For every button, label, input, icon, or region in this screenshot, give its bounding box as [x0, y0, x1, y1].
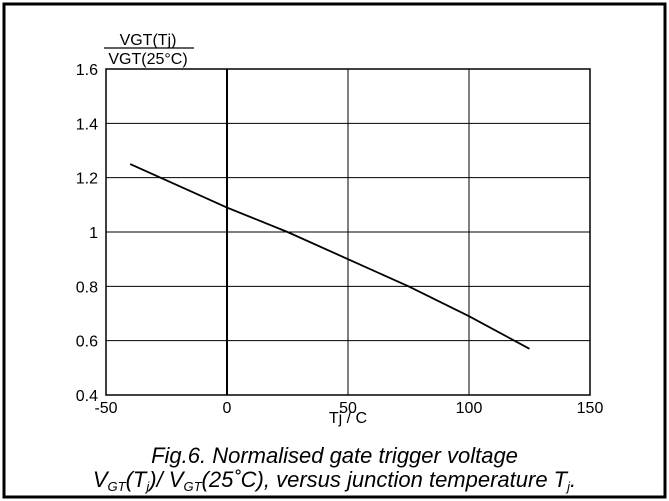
x-tick-label: -50 [94, 400, 117, 417]
plot-border [105, 68, 591, 396]
x-tick-label: 100 [456, 400, 483, 417]
y-tick-label: 1.4 [76, 116, 98, 133]
y-tick-label: 0.6 [76, 334, 98, 351]
chart-area: 0.4 0.6 0.8 1 1.2 1.4 1.6 -50 0 50 100 150 Tj / C VGT… [76, 32, 604, 427]
y-tick-label: 1.2 [76, 171, 98, 188]
y-tick-label: 1.6 [76, 62, 98, 79]
y-tick-label: 0.4 [76, 388, 98, 405]
x-tick-label: 150 [577, 400, 604, 417]
series-line [129, 163, 530, 350]
x-axis-label: Tj / C [329, 410, 367, 427]
y-tick-label: 1 [89, 225, 98, 242]
caption-line-2: VGT(Tj)/ VGT(25˚C), versus junction temp… [92, 467, 577, 494]
y-tick-label: 0.8 [76, 279, 98, 296]
x-tick-label: 0 [223, 400, 232, 417]
caption-line-1: Fig.6. Normalised gate trigger voltage [151, 443, 518, 468]
y-axis-label-denominator: VGT(25°C) [108, 51, 187, 68]
x-tick-label: 50 [339, 400, 357, 417]
y-axis-label-numerator: VGT(Tj) [120, 32, 177, 49]
